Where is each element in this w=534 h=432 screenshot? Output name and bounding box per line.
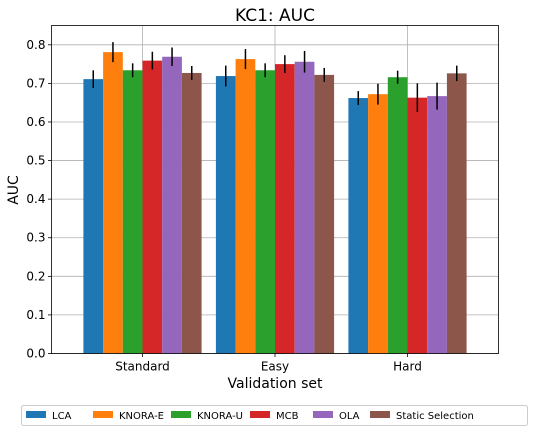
y-tick-label: 0.6 bbox=[26, 115, 45, 129]
bar bbox=[275, 64, 295, 354]
y-axis-label: AUC bbox=[6, 175, 22, 205]
bar bbox=[142, 60, 163, 354]
bar bbox=[427, 96, 447, 354]
legend-frame bbox=[21, 405, 528, 426]
legend-label: OLA bbox=[339, 411, 360, 422]
y-tick-label: 0.0 bbox=[26, 347, 45, 361]
bar bbox=[235, 59, 256, 354]
legend: LCA KNORA-E KNORA-U MCB OLA Static Selection bbox=[21, 405, 528, 426]
x-tick-label: Standard bbox=[115, 360, 170, 374]
bar bbox=[294, 61, 315, 354]
bar bbox=[348, 98, 369, 354]
bar bbox=[83, 79, 104, 354]
bars bbox=[83, 52, 467, 354]
legend-swatch bbox=[313, 411, 333, 418]
bar bbox=[162, 56, 182, 354]
bar bbox=[122, 70, 143, 354]
legend-swatch bbox=[93, 411, 113, 418]
bar bbox=[103, 52, 123, 354]
bar bbox=[407, 97, 428, 354]
legend-swatch bbox=[250, 411, 270, 418]
legend-label: LCA bbox=[52, 411, 72, 422]
y-tick-label: 0.3 bbox=[26, 231, 45, 245]
legend-swatch bbox=[171, 411, 191, 418]
x-tick-label: Easy bbox=[261, 360, 289, 374]
bar bbox=[446, 73, 467, 354]
error-bars bbox=[92, 42, 458, 112]
bar bbox=[387, 77, 408, 354]
bar bbox=[181, 72, 202, 354]
y-tick-label: 0.5 bbox=[26, 154, 45, 168]
x-axis: Standard Easy Hard bbox=[115, 353, 422, 374]
chart-title: KC1: AUC bbox=[235, 6, 315, 26]
legend-swatch bbox=[26, 411, 46, 418]
y-tick-label: 0.7 bbox=[26, 76, 45, 90]
y-tick-label: 0.8 bbox=[26, 38, 45, 52]
y-axis: 0.0 0.1 0.2 0.3 0.4 0.5 0.6 0.7 0.8 bbox=[26, 38, 52, 361]
x-tick-label: Hard bbox=[393, 360, 422, 374]
legend-label: KNORA-U bbox=[197, 411, 243, 422]
bar bbox=[215, 76, 236, 354]
x-axis-label: Validation set bbox=[228, 376, 323, 392]
legend-label: Static Selection bbox=[396, 411, 474, 422]
legend-swatch bbox=[370, 411, 390, 418]
bar bbox=[255, 70, 275, 354]
y-tick-label: 0.2 bbox=[26, 269, 45, 283]
legend-label: MCB bbox=[276, 411, 299, 422]
y-tick-label: 0.1 bbox=[26, 308, 45, 322]
bar bbox=[368, 94, 388, 354]
bar bbox=[314, 74, 335, 354]
legend-label: KNORA-E bbox=[119, 411, 164, 422]
y-tick-label: 0.4 bbox=[26, 192, 45, 206]
